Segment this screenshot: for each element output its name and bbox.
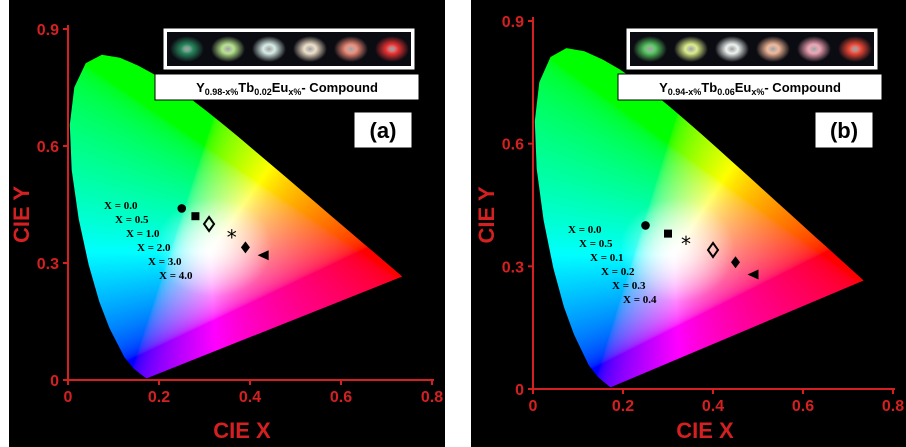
y-tick-label: 0.3 <box>37 256 59 273</box>
composition-x-label: X = 3.0 <box>148 256 182 268</box>
cie-chart-a: 0 0.2 0.4 0.6 0.8 0 0.3 0.6 0.9 CIE X CIE Y Y0.98-x… <box>9 0 445 447</box>
marker-diamond <box>731 256 740 269</box>
y-tick-label: 0 <box>515 382 524 399</box>
panel-label: (a) <box>370 118 397 143</box>
photo-strip-inner <box>630 32 874 66</box>
marker-square <box>664 229 672 238</box>
composition-x-label: X = 0.0 <box>568 224 602 236</box>
x-tick-label: 0.8 <box>421 389 443 406</box>
sample-photo <box>375 36 409 62</box>
composition-x-label: X = 0.4 <box>623 294 657 306</box>
sample-photo <box>293 36 327 62</box>
chart-panel-b: 0 0.2 0.4 0.6 0.8 0 0.3 0.6 0.9 CIE X CIE Y Y0.94-x… <box>463 0 906 447</box>
sample-photo <box>838 36 872 62</box>
marker-triangle <box>747 269 759 280</box>
y-axis-title: CIE Y <box>9 186 34 243</box>
composition-x-label: X = 0.5 <box>115 214 149 226</box>
composition-label-box <box>154 73 420 101</box>
y-tick-label: 0 <box>50 373 59 390</box>
x-tick-label: 0.6 <box>792 398 814 415</box>
marker-open-diamond <box>706 241 720 259</box>
x-tick-label: 0.8 <box>882 398 904 415</box>
y-tick-label: 0.9 <box>502 14 524 31</box>
composition-x-label: X = 0.0 <box>104 200 138 212</box>
sample-photo <box>170 36 204 62</box>
marker-square <box>191 212 200 221</box>
sample-photo-strip <box>625 27 879 71</box>
x-tick-label: 0.6 <box>330 389 352 406</box>
photo-strip-inner <box>167 32 411 66</box>
x-axis-title: CIE X <box>676 418 734 443</box>
y-tick-label: 0.6 <box>37 139 59 156</box>
x-tick-label: 0.2 <box>148 389 170 406</box>
sample-photo <box>211 36 245 62</box>
x-tick-label: 0.2 <box>612 398 634 415</box>
marker-circle <box>177 204 187 213</box>
marker-open-diamond <box>202 215 216 233</box>
panel-label: (b) <box>830 118 858 143</box>
marker-diamond <box>240 241 250 254</box>
sample-photo <box>252 36 286 62</box>
composition-x-label: X = 1.0 <box>126 228 160 240</box>
cie-chart-b: 0 0.2 0.4 0.6 0.8 0 0.3 0.6 0.9 CIE X CIE Y Y0.94-x… <box>471 0 906 447</box>
y-tick-label: 0.3 <box>502 259 524 276</box>
composition-x-label: X = 0.5 <box>579 238 613 250</box>
marker-circle <box>641 221 650 230</box>
y-tick-label: 0.9 <box>37 22 59 39</box>
sample-photo <box>715 36 749 62</box>
marker-triangle <box>257 250 269 261</box>
composition-x-label: X = 0.3 <box>612 280 646 292</box>
chart-panel-a: 0 0.2 0.4 0.6 0.8 0 0.3 0.6 0.9 CIE X CIE Y Y0.98-x… <box>0 0 448 447</box>
y-axis-title: CIE Y <box>474 186 499 243</box>
white-point-glow <box>155 198 272 297</box>
sample-photo <box>756 36 790 62</box>
sample-photo <box>334 36 368 62</box>
composition-label-box <box>617 73 883 101</box>
panel-label-box <box>814 111 874 149</box>
marker-star: * <box>681 232 691 256</box>
composition-x-label: X = 2.0 <box>137 242 171 254</box>
composition-x-label: X = 0.2 <box>601 266 635 278</box>
x-tick-label: 0 <box>529 398 538 415</box>
composition-x-label: X = 4.0 <box>159 270 193 282</box>
composition-label: Y0.98-x%Tb0.02Eux%- Compound <box>196 80 378 97</box>
x-tick-label: 0.4 <box>702 398 724 415</box>
composition-x-label: X = 0.1 <box>590 252 623 264</box>
marker-star: * <box>227 226 237 250</box>
sample-photo <box>797 36 831 62</box>
x-tick-label: 0 <box>64 389 73 406</box>
panel-label-box <box>353 111 413 149</box>
y-tick-label: 0.6 <box>502 137 524 154</box>
sample-photo <box>674 36 708 62</box>
x-axis-title: CIE X <box>213 418 271 443</box>
x-tick-label: 0.4 <box>239 389 261 406</box>
composition-label: Y0.94-x%Tb0.06Eux%- Compound <box>659 80 841 97</box>
sample-photo-strip <box>162 27 416 71</box>
sample-photo <box>633 36 667 62</box>
